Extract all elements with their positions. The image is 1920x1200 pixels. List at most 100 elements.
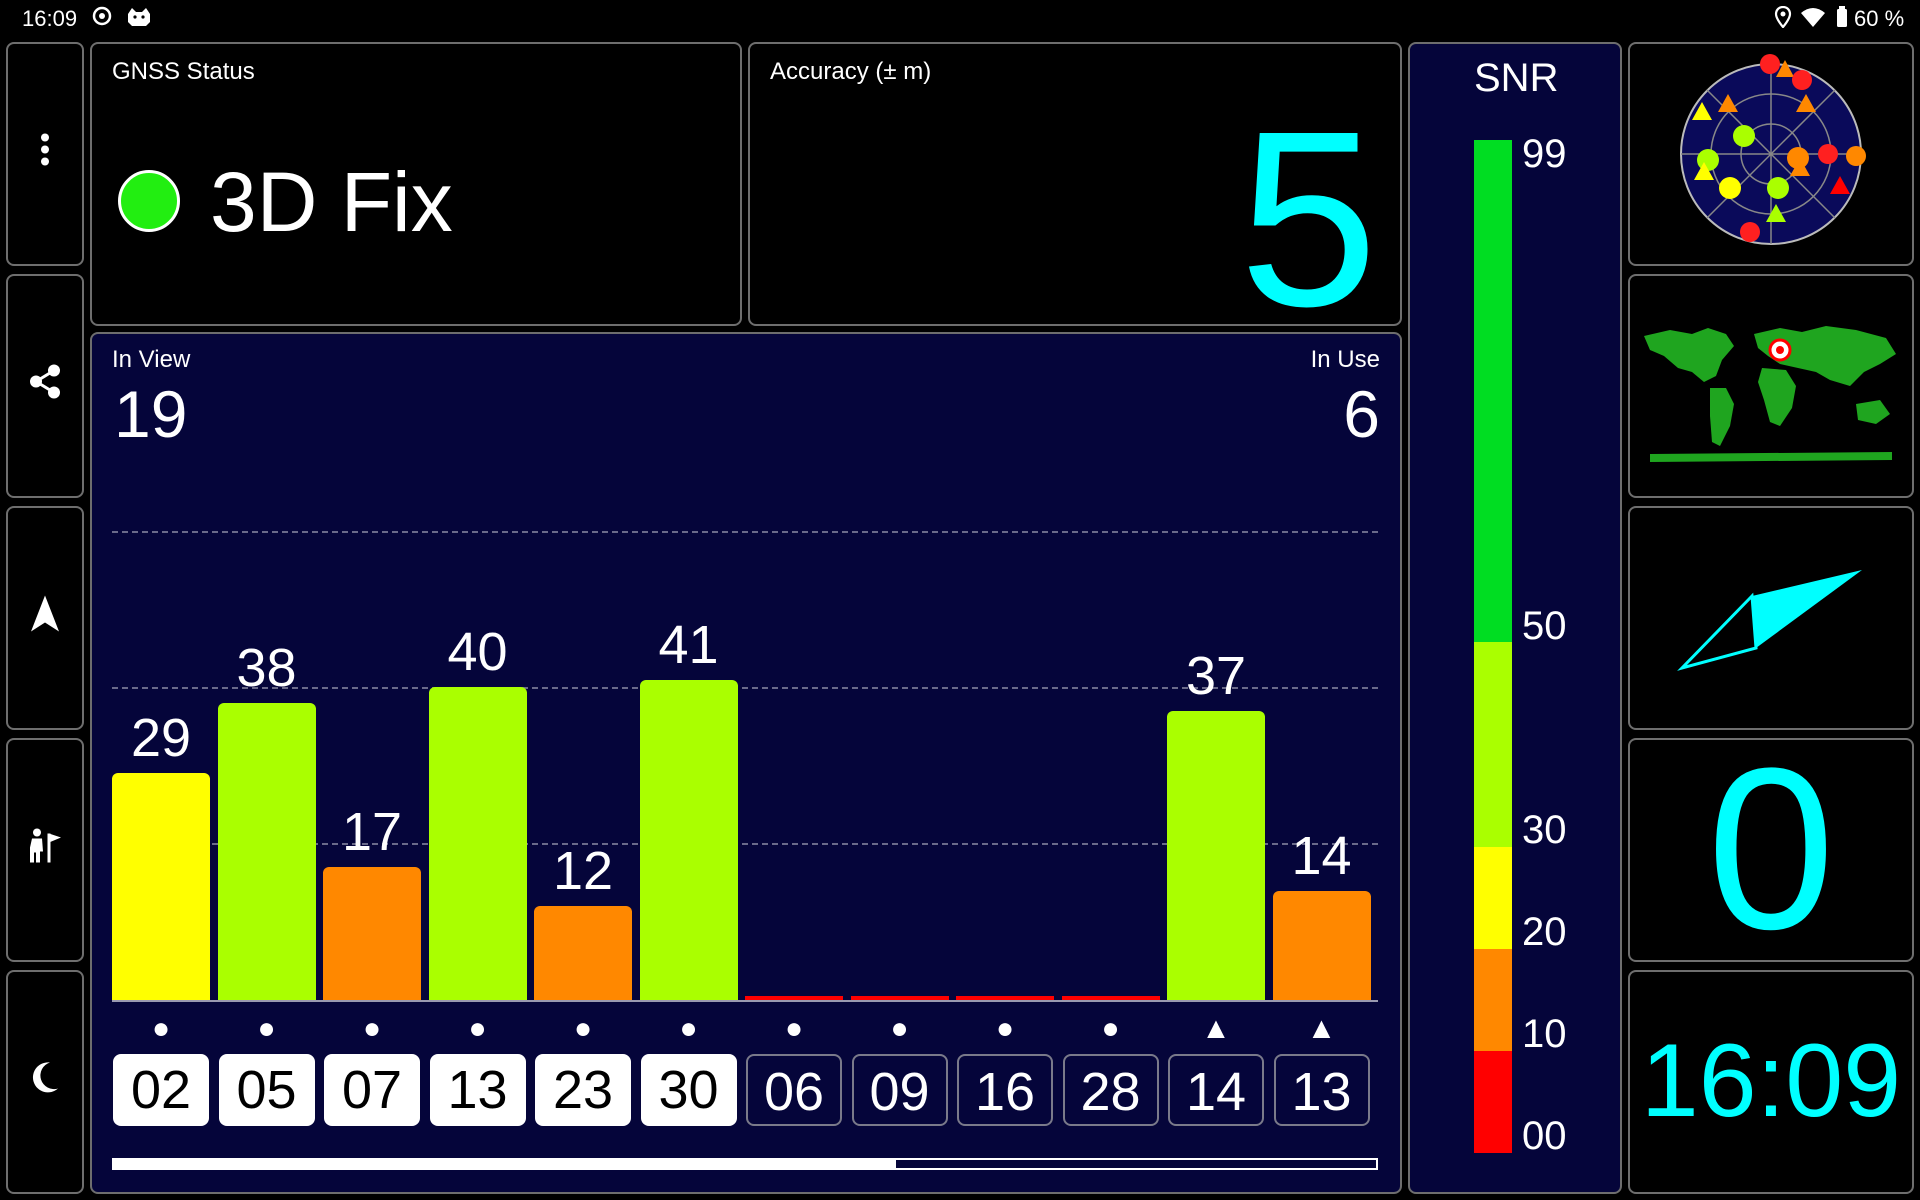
notification-icon [92, 6, 112, 32]
snr-bar [1167, 710, 1265, 1000]
more-menu-button[interactable] [6, 42, 84, 266]
constellation-marker: ● [573, 1012, 593, 1045]
snr-bar-value: 37 [1185, 645, 1247, 706]
constellation-marker: ▲ [1201, 1012, 1231, 1045]
world-map-button[interactable] [1628, 274, 1914, 498]
snr-bar-value: 14 [1291, 825, 1352, 886]
constellation-marker: ▲ [1306, 1012, 1337, 1045]
chart-scrollbar[interactable] [112, 1158, 1378, 1170]
snr-gauge-panel [1408, 42, 1622, 1194]
snr-tick-label: 50 [1522, 604, 1567, 648]
status-bar: 16:09 60 % [0, 0, 1920, 36]
constellation-marker: ● [362, 1012, 382, 1045]
snr-segment-lime [1474, 642, 1512, 847]
in-view-count: 19 [114, 377, 188, 451]
constellation-marker: ● [995, 1012, 1015, 1045]
snr-bar [323, 867, 421, 1000]
satellite-prn-label[interactable]: 13 [429, 1054, 526, 1126]
satellite-prn-label[interactable]: 23 [535, 1054, 631, 1126]
snr-bar [428, 687, 527, 1000]
satellite-prn-label[interactable]: 05 [218, 1054, 315, 1126]
hiker-flag-icon [8, 828, 82, 873]
speed-value: 0 [1707, 738, 1835, 962]
constellation-marker: ● [784, 1012, 804, 1045]
snr-segment-green [1474, 140, 1512, 642]
location-pin-icon [1774, 5, 1792, 34]
snr-bar [639, 679, 738, 1000]
snr-segment-red [1474, 1051, 1512, 1153]
battery-icon [1836, 6, 1848, 34]
chart-gridline [112, 687, 1378, 689]
gnss-status-panel: GNSS Status 3D Fix [90, 42, 742, 326]
compass-button[interactable] [1628, 506, 1914, 730]
satellite-prn-label[interactable]: 30 [640, 1054, 737, 1126]
satellite-prn-label[interactable]: 14 [1168, 1054, 1264, 1126]
snr-tick-label: 30 [1522, 808, 1567, 852]
moon-icon [8, 1061, 82, 1104]
hiking-button[interactable] [6, 738, 84, 962]
snr-bar [1272, 890, 1371, 1000]
satellite-prn-label[interactable]: 07 [324, 1054, 420, 1126]
battery-percent: 60 % [1854, 6, 1905, 31]
satellite-prn-label[interactable]: 13 [1273, 1054, 1370, 1126]
snr-bar [956, 996, 1054, 1000]
snr-segment-yellow [1474, 847, 1512, 949]
constellation-marker: ● [1101, 1012, 1120, 1045]
fix-status-value: 3D Fix [210, 155, 453, 249]
constellation-marker: ● [890, 1012, 909, 1045]
snr-bar-value: 40 [447, 622, 508, 683]
snr-bar-value: 12 [552, 841, 614, 902]
gnss-status-label: GNSS Status [112, 58, 255, 85]
snr-title: SNR [1474, 56, 1559, 100]
world-map-icon [1644, 326, 1896, 462]
snr-bar-value: 17 [341, 802, 403, 863]
snr-bar [534, 906, 632, 1000]
snr-bar-value: 29 [130, 708, 192, 769]
snr-bar [112, 773, 210, 1000]
clock-value: 16:09 [1640, 1023, 1902, 1139]
chart-gridline [112, 843, 1378, 845]
constellation-marker: ● [151, 1012, 171, 1045]
satellite-prn-label[interactable]: 09 [851, 1054, 948, 1126]
satellite-prn-label[interactable]: 06 [746, 1054, 842, 1126]
chart-baseline [112, 1000, 1378, 1002]
compass-needle-icon [1677, 570, 1862, 671]
constellation-marker: ● [679, 1012, 698, 1045]
snr-segment-orange [1474, 949, 1512, 1051]
snr-bar [745, 996, 843, 1000]
chart-gridline [112, 531, 1378, 533]
in-view-label: In View [112, 346, 191, 373]
in-use-label: In Use [1310, 346, 1380, 373]
chart-scrollbar-thumb[interactable] [114, 1160, 897, 1168]
accuracy-label: Accuracy (± m) [770, 58, 932, 85]
accuracy-panel: Accuracy (± m) 5 [748, 42, 1402, 326]
satellite-prn-label[interactable]: 02 [113, 1054, 209, 1126]
sky-plot-button[interactable] [1628, 42, 1914, 266]
accuracy-value: 5 [1238, 79, 1378, 326]
in-use-count: 6 [1343, 377, 1380, 451]
snr-tick-label: 20 [1522, 910, 1567, 954]
snr-bar-value: 41 [658, 614, 719, 675]
constellation-marker: ● [257, 1012, 276, 1045]
snr-bar [1061, 996, 1160, 1000]
snr-bar [850, 996, 949, 1000]
navigation-arrow-icon [8, 595, 82, 642]
share-button[interactable] [6, 274, 84, 498]
share-icon [8, 364, 82, 409]
snr-tick-label: 10 [1522, 1012, 1567, 1056]
snr-bar-value: 38 [236, 637, 297, 698]
speed-panel: 0 [1628, 738, 1914, 962]
wifi-icon [1800, 6, 1826, 34]
status-time: 16:09 [22, 6, 78, 31]
fix-indicator-dot [118, 170, 180, 232]
navigation-button[interactable] [6, 506, 84, 730]
bulldog-icon [126, 6, 152, 34]
night-mode-button[interactable] [6, 970, 84, 1194]
satellite-prn-label[interactable]: 28 [1062, 1054, 1159, 1126]
sky-plot-icon [1680, 54, 1866, 245]
constellation-marker: ● [468, 1012, 487, 1045]
more-vertical-icon [8, 133, 82, 176]
satellite-prn-label[interactable]: 16 [957, 1054, 1053, 1126]
snr-bar [217, 702, 316, 1000]
snr-tick-label: 00 [1522, 1114, 1567, 1158]
